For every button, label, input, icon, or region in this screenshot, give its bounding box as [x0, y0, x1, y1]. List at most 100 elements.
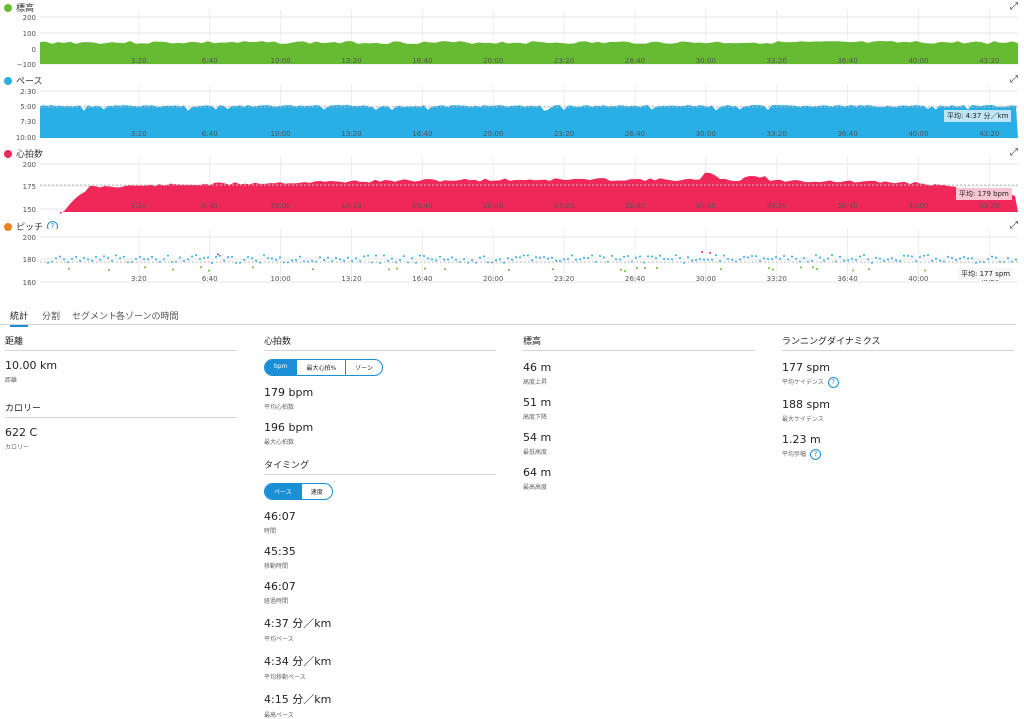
cadence-point — [399, 259, 401, 262]
cadence-point — [83, 256, 85, 259]
x-tick-label: 10:00 — [271, 275, 291, 283]
cadence-point — [207, 256, 209, 259]
stat-value: 196 bpm — [264, 421, 314, 434]
cadence-point — [499, 258, 501, 261]
cadence-plot[interactable]: 200 180 160 3:20 6:40 10:00 13:20 16:40 20:00 23:… — [0, 219, 1024, 291]
cadence-point — [847, 259, 849, 262]
elevation-chart-title: 標高 — [4, 1, 34, 14]
toggle-pace[interactable]: ペース — [265, 484, 301, 499]
tab-segments[interactable]: セグメント — [72, 312, 118, 322]
timing-stats: 46:07 時間 45:35 移動時間 46:07 経過時間 4:37 分／km 平均ペース 4… — [264, 510, 496, 719]
toggle-speed[interactable]: 速度 — [300, 484, 332, 499]
toggle-zones[interactable]: ゾーン — [345, 360, 382, 375]
cadence-point — [852, 269, 854, 272]
elevation-area — [40, 41, 1018, 64]
cadence-point — [839, 255, 841, 258]
x-tick-label: 6:40 — [202, 130, 218, 138]
tab-zone-time[interactable]: 各ゾーンの時間 — [116, 312, 179, 322]
x-tick-label: 20:00 — [483, 130, 503, 138]
help-icon[interactable]: ? — [827, 377, 839, 388]
x-tick-label: 20:00 — [483, 202, 503, 210]
cadence-point — [795, 257, 797, 260]
cadence-point — [123, 255, 125, 258]
cadence-point — [947, 255, 949, 258]
stat-label: 高度下降 — [523, 412, 755, 421]
cadence-point — [711, 258, 713, 261]
elevation-plot[interactable]: 200 100 0 −100 3:20 6:40 10:00 13:20 16:40 20:00 2… — [0, 0, 1024, 72]
cadence-point — [311, 259, 313, 262]
cadence-point — [387, 259, 389, 262]
stat-item: 54 m 最低高度 — [523, 431, 755, 456]
tab-splits[interactable]: 分割 — [42, 312, 61, 322]
cadence-point — [691, 259, 693, 262]
stat-label: 最大ケイデンス — [782, 414, 1014, 423]
x-tick-label: 33:20 — [767, 130, 787, 138]
cadence-point — [451, 256, 453, 259]
cadence-point — [535, 256, 537, 259]
cadence-point — [243, 258, 245, 261]
x-tick-label: 26:40 — [625, 202, 645, 210]
heart-rate-plot[interactable]: 200 175 150 3:20 6:40 10:00 13:20 16:40 20:00 23:… — [0, 146, 1024, 218]
expand-icon[interactable]: ⤢ — [1010, 147, 1018, 158]
x-tick-label: 10:00 — [271, 202, 291, 210]
expand-icon[interactable]: ⤢ — [1010, 220, 1018, 231]
cadence-point — [887, 258, 889, 261]
stat-label: 距離 — [5, 377, 18, 384]
cadence-point — [747, 256, 749, 259]
cadence-point — [703, 258, 705, 261]
cadence-point — [507, 257, 509, 260]
cadence-point — [375, 254, 377, 257]
cadence-point — [816, 268, 818, 271]
heart-rate-section-title: 心拍数 — [264, 334, 496, 351]
cadence-point — [423, 255, 425, 258]
stat-label: 移動時間 — [264, 561, 496, 570]
stat-label-text: 高度下降 — [523, 414, 548, 421]
y-tick-label: 200 — [23, 14, 36, 22]
cadence-point — [651, 255, 653, 258]
stat-value: 46 m — [523, 361, 552, 374]
cadence-point — [615, 258, 617, 261]
x-tick-label: 30:00 — [696, 130, 716, 138]
x-tick-label: 23:20 — [554, 57, 574, 65]
cadence-point — [939, 259, 941, 262]
cadence-point — [868, 268, 870, 271]
expand-icon[interactable]: ⤢ — [1010, 74, 1018, 85]
cadence-point — [855, 259, 857, 262]
cadence-point — [95, 256, 97, 259]
cadence-point — [195, 254, 197, 257]
cadence-point — [656, 266, 658, 269]
cadence-point — [367, 254, 369, 257]
heart-rate-unit-toggle: bpm 最大心拍% ゾーン — [264, 359, 383, 376]
cadence-point — [231, 255, 233, 258]
cadence-point — [552, 268, 554, 271]
cadence-point — [701, 250, 703, 253]
cadence-point — [223, 259, 225, 262]
cadence-point — [800, 266, 802, 269]
cadence-point — [115, 254, 117, 257]
pace-chart-title: ペース — [4, 74, 43, 87]
x-tick-label: 33:20 — [767, 202, 787, 210]
stat-label: 最大心拍数 — [264, 437, 496, 446]
help-icon[interactable]: ? — [810, 449, 822, 460]
cadence-point — [709, 251, 711, 254]
cadence-point — [295, 259, 297, 262]
x-tick-label: 40:00 — [908, 57, 928, 65]
cadence-point — [267, 257, 269, 260]
pace-plot[interactable]: 2:30 5:00 7:30 10:00 3:20 6:40 10:00 13:20 16:40… — [0, 73, 1024, 145]
stat-label-text: 平均心拍数 — [264, 404, 295, 411]
cadence-point — [647, 255, 649, 258]
cadence-point — [591, 254, 593, 257]
cadence-point — [695, 259, 697, 262]
stat-label-text: 時間 — [264, 528, 277, 535]
cadence-point — [1015, 258, 1017, 261]
cadence-point — [363, 255, 365, 258]
cadence-point — [903, 254, 905, 257]
cadence-point — [863, 254, 865, 257]
tab-stats[interactable]: 統計 — [10, 309, 29, 327]
expand-icon[interactable]: ⤢ — [1010, 1, 1018, 12]
cadence-point — [91, 259, 93, 262]
toggle-bpm[interactable]: bpm — [265, 360, 297, 375]
cadence-point — [812, 266, 814, 269]
x-tick-label: 23:20 — [554, 202, 574, 210]
toggle-max-hr-percent[interactable]: 最大心拍% — [296, 360, 345, 375]
